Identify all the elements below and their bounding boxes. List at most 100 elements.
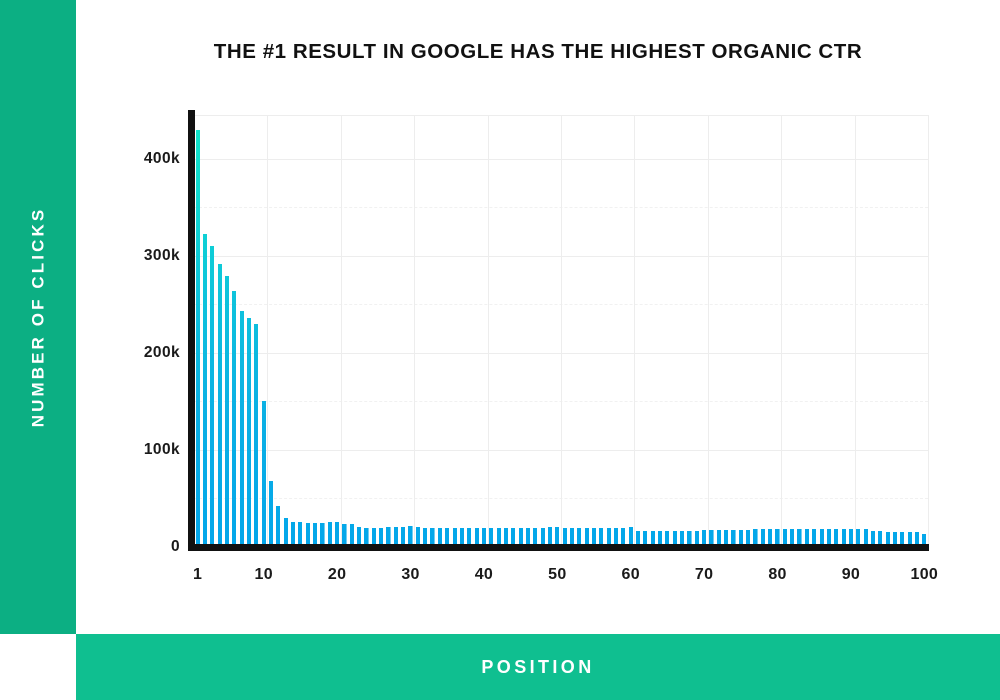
bar xyxy=(636,530,641,547)
bar xyxy=(335,521,340,547)
bar xyxy=(680,530,685,547)
bar xyxy=(254,323,259,547)
bar xyxy=(782,528,787,547)
x-axis-tick-labels: 1 10 20 30 40 50 60 70 80 90 100 xyxy=(76,566,1000,596)
bar xyxy=(892,532,898,547)
bar xyxy=(379,527,384,547)
bar xyxy=(261,401,266,547)
bar xyxy=(239,311,244,547)
bar xyxy=(269,481,274,547)
bar xyxy=(232,290,237,547)
bar xyxy=(224,276,230,547)
x-axis-tick-label: 20 xyxy=(327,566,347,583)
bar xyxy=(503,527,508,547)
bar xyxy=(217,263,222,547)
x-axis-tick-label: 1 xyxy=(193,566,203,583)
chart-title: THE #1 RESULT IN GOOGLE HAS THE HIGHEST … xyxy=(213,40,863,63)
bar xyxy=(694,530,699,547)
y-axis-tick-label: 400k xyxy=(143,149,180,167)
bar xyxy=(474,527,479,547)
bar xyxy=(408,525,413,547)
bar xyxy=(907,532,912,547)
y-axis-title-label: NUMBER OF CLICKS xyxy=(28,206,48,428)
x-axis-tick-label: 60 xyxy=(621,566,640,583)
bar xyxy=(856,528,861,547)
bar xyxy=(643,530,648,547)
bar xyxy=(819,528,824,547)
bar xyxy=(768,528,773,547)
bar xyxy=(327,521,332,547)
bar xyxy=(569,527,575,547)
x-axis-line xyxy=(188,544,929,551)
x-axis-title-band: POSITION xyxy=(76,634,1000,700)
y-axis-tick-label: 200k xyxy=(143,343,180,361)
y-axis-line xyxy=(188,110,195,551)
bar xyxy=(467,527,472,547)
bar xyxy=(746,529,751,547)
bar xyxy=(841,528,846,547)
bar xyxy=(342,523,347,547)
y-axis-title-band: NUMBER OF CLICKS xyxy=(0,0,76,634)
bar xyxy=(577,527,582,547)
bar xyxy=(658,530,663,547)
bar xyxy=(606,527,611,547)
bar xyxy=(650,530,655,547)
bar xyxy=(724,529,729,547)
bars-layer xyxy=(194,115,928,547)
bar xyxy=(863,528,868,547)
bar xyxy=(291,521,296,547)
bar xyxy=(753,528,758,547)
bar xyxy=(922,534,927,547)
bar xyxy=(525,527,531,547)
bar xyxy=(900,532,905,547)
bar xyxy=(283,517,288,547)
x-axis-tick-label: 10 xyxy=(254,566,273,583)
bar xyxy=(437,527,442,547)
bar xyxy=(246,317,252,547)
bar xyxy=(599,527,604,547)
bar xyxy=(885,532,890,547)
y-axis-tick-label: 0 xyxy=(170,538,180,555)
bar xyxy=(452,527,457,547)
bar xyxy=(298,521,303,547)
bar xyxy=(364,527,369,547)
bar xyxy=(401,526,406,547)
bar xyxy=(804,528,809,547)
x-axis-tick-label: 100 xyxy=(910,566,939,583)
bar xyxy=(202,234,208,547)
bar xyxy=(195,129,200,547)
bar xyxy=(459,527,464,547)
bar xyxy=(371,527,376,547)
y-axis-tick-labels: 0 100k 200k 300k 400k xyxy=(90,0,180,634)
bar xyxy=(826,528,831,547)
bar xyxy=(533,527,538,547)
bar xyxy=(547,526,553,547)
bar xyxy=(760,528,765,547)
bar xyxy=(591,527,597,547)
bar xyxy=(489,527,494,547)
x-axis-tick-label: 70 xyxy=(694,566,714,583)
bar xyxy=(445,527,450,547)
bar xyxy=(709,529,714,547)
gridline-vertical xyxy=(928,115,929,547)
bar xyxy=(393,526,398,547)
x-axis-tick-label: 90 xyxy=(841,566,861,583)
bar xyxy=(672,530,677,547)
bar xyxy=(687,530,692,547)
bar xyxy=(790,528,795,547)
bar xyxy=(584,527,589,547)
bar xyxy=(423,527,428,547)
bar xyxy=(775,528,780,547)
x-axis-tick-label: 80 xyxy=(768,566,787,583)
bar xyxy=(305,522,310,547)
chart-canvas: THE #1 RESULT IN GOOGLE HAS THE HIGHEST … xyxy=(76,0,1000,634)
bar xyxy=(540,527,545,547)
bar xyxy=(621,527,626,547)
bar xyxy=(812,528,817,547)
bar xyxy=(878,531,883,547)
bar xyxy=(848,528,853,547)
bar xyxy=(665,530,670,547)
bar xyxy=(349,523,354,547)
plot-area xyxy=(194,115,929,548)
bar xyxy=(562,527,567,547)
